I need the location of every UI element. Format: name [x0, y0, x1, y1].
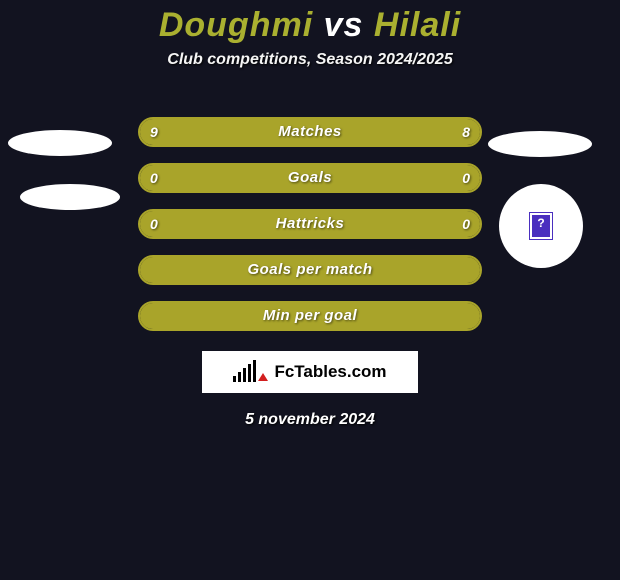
title-player1: Doughmi	[159, 6, 313, 45]
stat-label: Min per goal	[140, 303, 480, 329]
logo-bars-icon	[233, 362, 268, 382]
fctables-logo: FcTables.com	[202, 351, 418, 393]
stat-row: Min per goal	[138, 301, 482, 331]
stat-label: Matches	[140, 119, 480, 145]
logo-arrow-icon	[258, 373, 268, 381]
player2-silhouette-head	[488, 131, 592, 157]
logo-bar-icon	[248, 364, 251, 382]
player1-silhouette-head	[8, 130, 112, 156]
unknown-club-icon	[530, 213, 552, 239]
page-title: Doughmi vs Hilali	[0, 6, 620, 45]
logo-bar-icon	[233, 376, 236, 382]
logo-text: FcTables.com	[274, 362, 386, 382]
stat-label: Goals	[140, 165, 480, 191]
generated-date: 5 november 2024	[0, 411, 620, 429]
stat-row: 00Hattricks	[138, 209, 482, 239]
subtitle: Club competitions, Season 2024/2025	[0, 51, 620, 69]
stat-row: 00Goals	[138, 163, 482, 193]
title-vs: vs	[324, 6, 364, 45]
player1-silhouette-body	[20, 184, 120, 210]
stat-label: Hattricks	[140, 211, 480, 237]
stat-row: Goals per match	[138, 255, 482, 285]
stat-row: 98Matches	[138, 117, 482, 147]
logo-bar-icon	[243, 368, 246, 382]
logo-bar-icon	[238, 372, 241, 382]
logo-bar-icon	[253, 360, 256, 382]
stat-label: Goals per match	[140, 257, 480, 283]
title-player2: Hilali	[374, 6, 461, 45]
player2-club-badge	[499, 184, 583, 268]
